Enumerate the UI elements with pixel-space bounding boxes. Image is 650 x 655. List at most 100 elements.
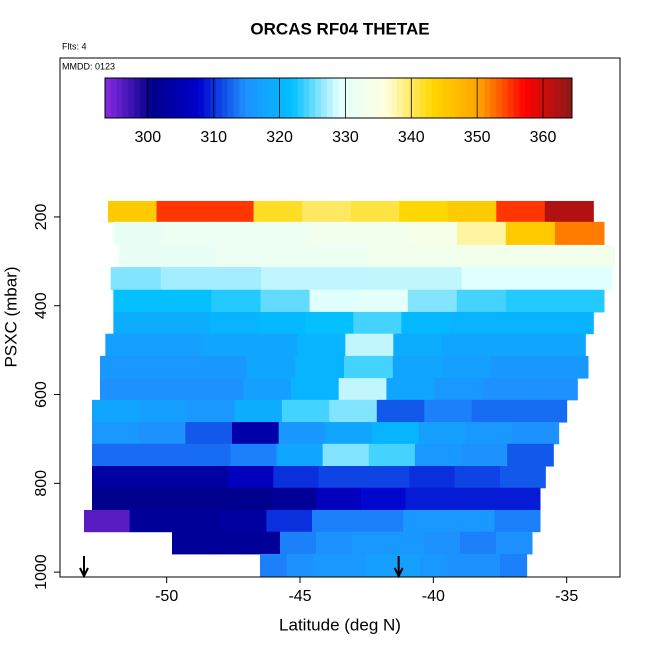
colorbar-swatch <box>268 78 275 118</box>
heatmap-cell <box>312 509 359 533</box>
heatmap-cell <box>290 378 340 401</box>
heatmap-cell <box>113 311 162 335</box>
heatmap-cell <box>309 289 360 313</box>
heatmap-cell <box>100 378 149 401</box>
heatmap-cell <box>197 355 247 379</box>
heatmap-cell <box>537 333 586 357</box>
heatmap-cell <box>376 399 425 423</box>
colorbar-swatch <box>145 78 153 118</box>
heatmap-cell <box>260 553 288 577</box>
heatmap-cell <box>407 289 458 313</box>
heatmap-cell <box>322 443 370 467</box>
colorbar-swatch <box>344 78 351 118</box>
y-tick-label: 1000 <box>33 554 50 590</box>
colorbar-swatch <box>350 78 357 118</box>
plot-frame <box>59 57 621 578</box>
y-tick-label: 600 <box>33 381 50 408</box>
heatmap-cell <box>153 333 202 357</box>
heatmap-cell <box>403 509 450 533</box>
heatmap-cell <box>361 267 412 291</box>
heatmap-cell <box>138 422 186 445</box>
heatmap-cell <box>168 244 219 268</box>
heatmap-cell <box>261 267 312 291</box>
heatmap-cell <box>267 244 318 268</box>
heatmap-cell <box>226 487 272 511</box>
heatmap-cell <box>186 399 235 423</box>
heatmap-cell <box>286 553 314 577</box>
heatmap-cell <box>448 509 495 533</box>
x-tick-label: -40 <box>422 588 445 605</box>
heatmap-cell <box>465 422 513 445</box>
colorbar-swatch <box>548 78 555 118</box>
heatmap-cell <box>172 531 209 555</box>
colorbar-swatch <box>105 78 112 118</box>
heatmap-cell <box>407 221 458 246</box>
heatmap-cell <box>360 487 407 511</box>
heatmap-cell <box>211 289 262 313</box>
heatmap-cell <box>364 466 410 489</box>
colorbar-swatch <box>169 78 176 118</box>
colorbar-swatch <box>519 78 526 118</box>
heatmap-cell <box>350 200 400 223</box>
colorbar-swatch <box>134 78 141 118</box>
heatmap-cell <box>230 443 278 467</box>
colorbar-swatch <box>402 78 410 118</box>
heatmap-cell <box>473 553 501 577</box>
heatmap-cell <box>434 378 483 401</box>
heatmap-cell <box>401 311 450 335</box>
colorbar-swatch <box>157 78 164 118</box>
heatmap-cell <box>243 378 292 401</box>
colorbar-swatch <box>250 78 258 118</box>
colorbar-swatch <box>291 78 299 118</box>
heatmap-cell <box>505 289 556 313</box>
heatmap-cell <box>316 487 362 511</box>
heatmap-cell <box>393 333 442 357</box>
colorbar-swatch <box>332 78 339 118</box>
heatmap-cell <box>160 267 212 291</box>
y-tick-label: 200 <box>33 203 50 230</box>
colorbar-swatch <box>245 78 252 118</box>
heatmap-cell <box>539 355 589 379</box>
colorbar-swatch <box>466 78 474 118</box>
heatmap-cell <box>446 553 474 577</box>
heatmap-cell <box>156 200 206 223</box>
heatmap-cell <box>210 267 262 291</box>
heatmap-cell <box>305 311 354 335</box>
colorbar-swatch <box>227 78 234 118</box>
heatmap-cell <box>276 443 324 467</box>
heatmap-cell <box>118 244 169 268</box>
colorbar-swatch <box>566 78 573 118</box>
heatmap-cell <box>316 531 353 555</box>
colorbar-swatch <box>198 78 205 118</box>
heatmap-cell <box>280 531 317 555</box>
colorbar-swatch <box>204 78 211 118</box>
heatmap-cell <box>92 487 138 511</box>
heatmap-cell <box>352 531 389 555</box>
heatmap-cell <box>368 443 416 467</box>
colorbar-swatch <box>379 78 386 118</box>
colorbar-swatch <box>449 78 456 118</box>
heatmap-cell <box>129 509 176 533</box>
heatmap-cell <box>139 399 188 423</box>
heatmap-cell <box>108 200 158 223</box>
heatmap-cell <box>273 466 320 489</box>
heatmap-cell <box>529 378 578 401</box>
colorbar-swatch <box>210 78 217 118</box>
heatmap-cell <box>329 399 378 423</box>
heatmap-cell <box>311 267 362 291</box>
colorbar-swatch <box>367 78 375 118</box>
colorbar-swatch <box>326 78 334 118</box>
heatmap-cell <box>246 355 296 379</box>
colorbar-swatch <box>542 78 550 118</box>
colorbar-tick-label: 330 <box>332 129 359 146</box>
heatmap-cell <box>449 311 498 335</box>
colorbar-swatch <box>356 78 363 118</box>
heatmap-cell <box>519 399 568 423</box>
colorbar-swatch <box>262 78 269 118</box>
heatmap-cell <box>497 311 546 335</box>
heatmap-cell <box>366 553 394 577</box>
colorbar-swatch <box>233 78 240 118</box>
heatmap-cell <box>260 289 311 313</box>
heatmap-cell <box>414 443 462 467</box>
